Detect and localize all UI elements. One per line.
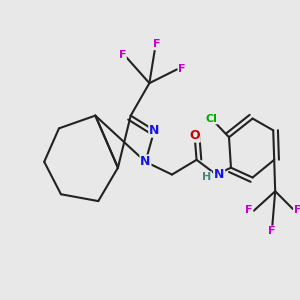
Text: F: F <box>268 226 276 236</box>
Text: Cl: Cl <box>206 113 217 124</box>
Text: F: F <box>153 39 160 50</box>
Text: F: F <box>118 50 126 60</box>
Text: F: F <box>245 205 253 215</box>
Text: N: N <box>149 124 160 137</box>
Text: F: F <box>178 64 186 74</box>
Text: H: H <box>202 172 212 182</box>
Text: N: N <box>140 155 151 168</box>
Text: O: O <box>189 129 200 142</box>
Text: F: F <box>294 205 300 215</box>
Text: N: N <box>214 168 224 181</box>
